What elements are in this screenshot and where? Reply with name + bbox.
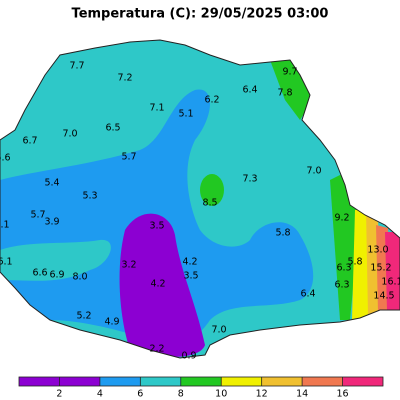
station-value: 5.6: [0, 153, 11, 164]
station-value: 16.1: [381, 277, 400, 288]
colorbar-tick-label: 14: [296, 389, 308, 400]
colorbar-frame: [18, 376, 384, 387]
station-value: 5.2: [76, 311, 91, 322]
station-value: 7.2: [117, 73, 132, 84]
station-value: 13.0: [367, 245, 388, 256]
station-value: 6.6: [32, 268, 47, 279]
station-value: 7.7: [69, 61, 84, 72]
colorbar-tick-label: 2: [56, 389, 62, 400]
station-value: 9.7: [282, 67, 297, 78]
station-value: 5.8: [347, 257, 362, 268]
station-value: 6.5: [105, 123, 120, 134]
map-fill: [0, 40, 400, 358]
state-outline: [0, 39, 400, 359]
map-title: Temperatura (C): 29/05/2025 03:00: [72, 7, 329, 22]
station-value: 14.5: [373, 291, 394, 302]
station-value: 3.2: [121, 260, 136, 271]
colorbar-tick-label: 16: [337, 389, 349, 400]
station-value: 8.5: [202, 198, 217, 209]
station-value: 6.4: [300, 289, 315, 300]
station-value: 4.9: [104, 317, 119, 328]
station-value: 5.3: [82, 191, 97, 202]
station-value: 2.2: [149, 344, 164, 355]
colorbar-band: [140, 377, 181, 386]
station-value: 3.9: [44, 217, 59, 228]
station-value: 7.8: [277, 88, 292, 99]
station-value: 6.2: [204, 95, 219, 106]
station-value: 7.3: [242, 174, 257, 185]
station-value: 5.1: [178, 109, 193, 120]
colorbar-tick-label: 12: [256, 389, 268, 400]
station-value: 4.2: [150, 279, 165, 290]
station-value: 5.7: [30, 210, 45, 221]
colorbar-tick-label: 8: [178, 389, 184, 400]
station-value: 7.0: [62, 129, 77, 140]
station-value: 6.4: [242, 85, 257, 96]
station-value: 0.9: [181, 351, 196, 362]
station-value: 9.2: [334, 213, 349, 224]
station-value: 6.7: [22, 136, 37, 147]
colorbar: 2 4 6 8 10 12 14 16: [18, 376, 384, 400]
station-value: 6.9: [49, 270, 64, 281]
colorbar-band: [261, 377, 303, 386]
station-value: 6.3: [336, 263, 351, 274]
colorbar-tick-label: 10: [215, 389, 227, 400]
station-value: 6.1: [0, 257, 13, 268]
colorbar-band: [221, 377, 262, 386]
colorbar-band: [302, 377, 343, 386]
station-value: 7.0: [306, 166, 321, 177]
station-value: 5.4: [44, 178, 59, 189]
station-value: 5.7: [121, 152, 136, 163]
colorbar-band: [342, 377, 383, 386]
station-value: 15.2: [370, 263, 391, 274]
station-value: 7.1: [149, 103, 164, 114]
colorbar-band: [180, 377, 222, 386]
station-value: 7.0: [211, 325, 226, 336]
station-value: 8.0: [72, 272, 87, 283]
station-value: 5.8: [275, 228, 290, 239]
station-value: 6.3: [334, 280, 349, 291]
station-value: 2.1: [0, 220, 10, 231]
colorbar-tick-label: 6: [137, 389, 143, 400]
station-labels: 7.7 7.2 9.7 6.4 7.8 7.1 6.2 5.1 6.5 7.0 6.7 5.6 5.7 7…: [0, 61, 400, 362]
colorbar-band: [99, 377, 141, 386]
station-value: 4.2: [182, 257, 197, 268]
station-value: 3.5: [149, 221, 164, 232]
station-value: 3.5: [183, 271, 198, 282]
colorbar-tick-label: 4: [97, 389, 103, 400]
